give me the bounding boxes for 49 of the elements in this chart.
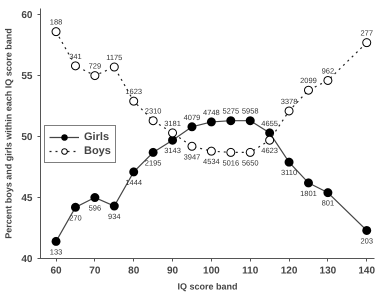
point bbox=[90, 193, 100, 202]
point bbox=[246, 116, 255, 126]
point bbox=[362, 226, 372, 235]
x-tick-label: 100 bbox=[203, 266, 220, 276]
point bbox=[284, 106, 294, 116]
point bbox=[304, 86, 313, 95]
point bbox=[226, 148, 236, 157]
x-tick-label: 80 bbox=[128, 266, 140, 276]
point bbox=[70, 61, 80, 70]
point bbox=[148, 148, 158, 157]
y-axis-title: Percent boys and girls within each IQ score band bbox=[3, 28, 14, 239]
legend-label: Girls bbox=[84, 130, 110, 144]
y-tick-label: 40 bbox=[21, 254, 33, 265]
point bbox=[206, 146, 216, 156]
x-axis-title: IQ score band bbox=[177, 282, 238, 292]
legend-label: Boys bbox=[84, 144, 111, 158]
point bbox=[187, 122, 196, 132]
point bbox=[323, 188, 332, 198]
point bbox=[226, 116, 236, 126]
point bbox=[304, 178, 313, 188]
y-tick-label: 60 bbox=[21, 10, 33, 22]
point bbox=[148, 116, 158, 126]
x-tick-label: 120 bbox=[280, 266, 298, 276]
point bbox=[323, 76, 332, 85]
point bbox=[362, 38, 372, 48]
point bbox=[70, 202, 80, 212]
point bbox=[110, 62, 119, 72]
point bbox=[265, 136, 274, 145]
point bbox=[110, 202, 119, 211]
point bbox=[187, 142, 196, 151]
point bbox=[90, 71, 100, 80]
x-tick-label: 140 bbox=[358, 266, 376, 276]
point bbox=[52, 27, 61, 36]
point bbox=[168, 128, 178, 138]
y-tick-label: 50 bbox=[21, 132, 33, 144]
point bbox=[168, 136, 178, 145]
x-tick-label: 70 bbox=[89, 266, 101, 276]
y-tick-label: 45 bbox=[21, 193, 33, 204]
x-tick-label: 110 bbox=[242, 266, 259, 276]
x-tick-label: 90 bbox=[166, 266, 179, 276]
x-tick-label: 60 bbox=[50, 266, 62, 276]
y-tick-label: 55 bbox=[21, 71, 33, 82]
point bbox=[246, 148, 255, 157]
point bbox=[52, 236, 61, 246]
point bbox=[206, 117, 216, 126]
point bbox=[129, 96, 138, 106]
point bbox=[284, 158, 294, 167]
x-tick-label: 130 bbox=[320, 266, 337, 276]
point bbox=[129, 167, 138, 176]
